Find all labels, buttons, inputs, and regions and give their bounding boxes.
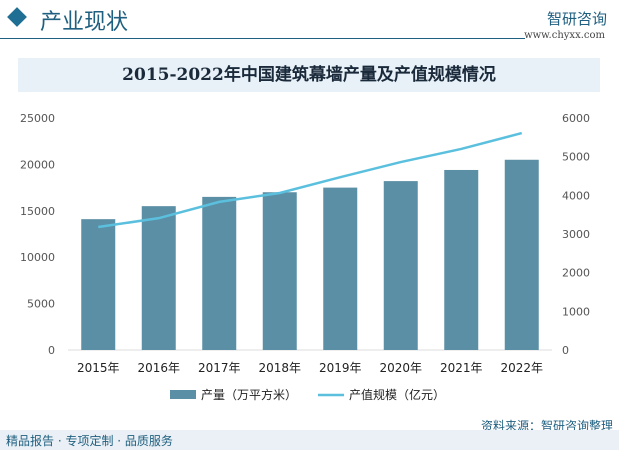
- right-tick-label: 2000: [562, 267, 590, 280]
- bar: [323, 187, 358, 350]
- bar: [383, 181, 418, 350]
- bar: [202, 196, 237, 350]
- left-tick-label: 20000: [20, 158, 55, 171]
- x-tick-label: 2016年: [137, 361, 180, 375]
- right-tick-label: 6000: [562, 112, 590, 125]
- brand-url: www.chyxx.com: [524, 30, 605, 41]
- right-tick-label: 3000: [562, 228, 590, 241]
- line-series: [98, 131, 523, 229]
- legend-bar-label: 产量（万平方米）: [201, 387, 297, 402]
- legend-bar-swatch: [170, 390, 196, 399]
- right-tick-label: 1000: [562, 305, 590, 318]
- right-tick-label: 4000: [562, 189, 590, 202]
- chart-title: 2015-2022年中国建筑幕墙产量及产值规模情况: [18, 58, 600, 92]
- bar: [444, 169, 479, 350]
- left-tick-label: 0: [48, 344, 55, 357]
- left-tick-label: 5000: [27, 298, 55, 311]
- section-title: 产业现状: [40, 10, 129, 35]
- footer-slogan: 精品报告 · 专项定制 · 品质服务: [6, 434, 173, 448]
- x-tick-label: 2019年: [319, 361, 362, 375]
- brand-logo: 智研咨询: [546, 10, 607, 28]
- right-tick-label: 5000: [562, 151, 590, 164]
- left-tick-label: 10000: [20, 251, 55, 264]
- x-tick-label: 2018年: [258, 361, 301, 375]
- footer: 精品报告 · 专项定制 · 品质服务: [0, 430, 619, 450]
- bar: [141, 206, 176, 350]
- header: 产业现状 智研咨询 www.chyxx.com: [0, 0, 619, 45]
- legend-line-label: 产值规模（亿元）: [349, 387, 445, 402]
- bar: [81, 219, 116, 350]
- x-tick-label: 2021年: [440, 361, 483, 375]
- bar: [262, 192, 297, 350]
- left-tick-label: 15000: [20, 205, 55, 218]
- x-tick-label: 2017年: [198, 361, 241, 375]
- left-tick-label: 25000: [20, 112, 55, 125]
- right-tick-label: 0: [562, 344, 569, 357]
- x-tick-label: 2022年: [500, 361, 543, 375]
- bar: [504, 159, 539, 350]
- source-note: 资料来源：智研咨询整理: [480, 419, 613, 433]
- x-tick-label: 2020年: [379, 361, 422, 375]
- divider: [0, 38, 525, 39]
- x-tick-label: 2015年: [77, 361, 120, 375]
